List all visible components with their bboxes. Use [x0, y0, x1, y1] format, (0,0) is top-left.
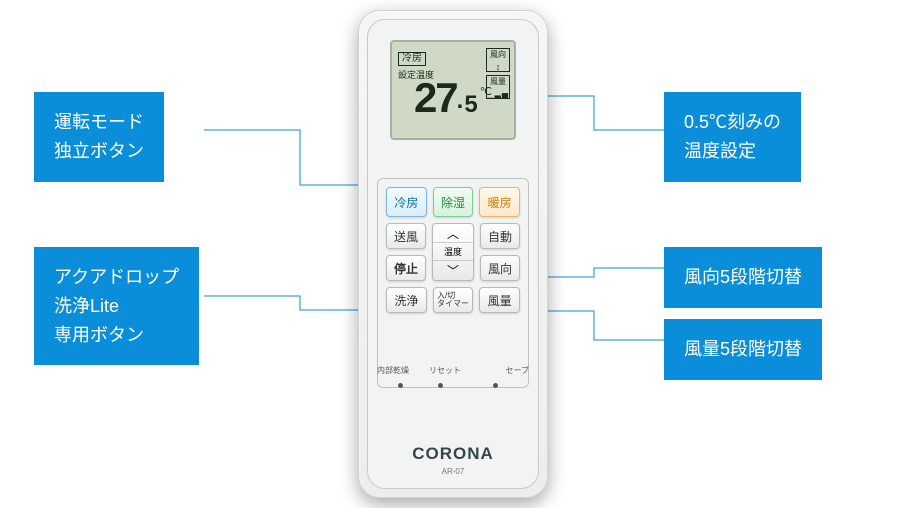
- internal-dry-label: 内部乾燥: [377, 365, 409, 376]
- heat-button[interactable]: 暖房: [479, 187, 520, 217]
- fan-button[interactable]: 送風: [386, 223, 426, 249]
- wash-button[interactable]: 洗浄: [386, 287, 427, 313]
- model-label: AR-07: [442, 467, 465, 476]
- lcd-screen: 冷房 設定温度 27 . 5 ℃ 風向 ↕ 風量 ▁▃▅: [390, 40, 516, 140]
- temp-button-label: 温度: [433, 242, 473, 261]
- volume-button[interactable]: 風量: [479, 287, 520, 313]
- auto-button[interactable]: 自動: [480, 223, 520, 249]
- timer-button[interactable]: 入/切 タイマー: [433, 287, 474, 313]
- swing-button[interactable]: 風向: [480, 255, 520, 281]
- temp-button-group: ︿ 温度 ﹀: [432, 223, 474, 281]
- save-label: セーブ: [505, 365, 529, 376]
- remote-body: 冷房 設定温度 27 . 5 ℃ 風向 ↕ 風量 ▁▃▅: [358, 10, 548, 498]
- lcd-mode-label: 冷房: [398, 52, 426, 66]
- lcd-temp-int: 27: [414, 77, 457, 119]
- dehumid-button[interactable]: 除湿: [433, 187, 474, 217]
- lcd-volume-indicator: 風量 ▁▃▅: [486, 75, 510, 99]
- brand-label: CORONA: [412, 444, 494, 464]
- temp-down-button[interactable]: ﹀: [447, 261, 459, 279]
- internal-dry-dot[interactable]: [398, 383, 403, 388]
- lcd-temp-frac: 5: [464, 93, 477, 117]
- reset-dot[interactable]: [438, 383, 443, 388]
- stop-button[interactable]: 停止: [386, 255, 426, 281]
- lcd-side-indicators: 風向 ↕ 風量 ▁▃▅: [486, 48, 510, 99]
- remote-face: 冷房 設定温度 27 . 5 ℃ 風向 ↕ 風量 ▁▃▅: [367, 19, 539, 489]
- lcd-swing-indicator: 風向 ↕: [486, 48, 510, 72]
- save-dot[interactable]: [493, 383, 498, 388]
- reset-label: リセット: [429, 365, 461, 376]
- tiny-labels: 内部乾燥 リセット セーブ: [377, 365, 529, 376]
- cool-button[interactable]: 冷房: [386, 187, 427, 217]
- temp-up-button[interactable]: ︿: [447, 224, 459, 242]
- button-panel: 冷房 除湿 暖房 送風 停止 ︿ 温度 ﹀ 自動 風向: [377, 178, 529, 388]
